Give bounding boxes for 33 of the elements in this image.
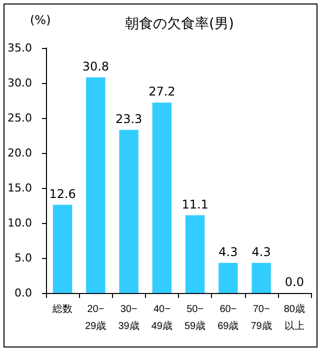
bar — [252, 262, 271, 293]
bar — [185, 215, 205, 293]
data-label: 0.0 — [284, 275, 304, 289]
bar — [119, 130, 138, 293]
x-tick-label: 40−49歳 — [151, 304, 172, 332]
data-label: 4.3 — [218, 244, 238, 259]
y-tick-label: 35.0 — [8, 42, 32, 54]
data-label: 27.2 — [148, 84, 176, 99]
y-tick-label: 5.0 — [14, 252, 32, 264]
x-tick-label: 総数 — [52, 303, 73, 315]
x-tick-label: 30−39歳 — [118, 304, 140, 332]
y-tick-label: 20.0 — [8, 146, 32, 160]
y-tick-label: 10.0 — [8, 216, 32, 230]
bar — [218, 262, 238, 293]
bar — [86, 77, 106, 293]
y-tick-label: 30.0 — [8, 76, 32, 90]
data-label: 23.3 — [115, 112, 142, 126]
x-tick-label: 20−29歳 — [85, 304, 106, 332]
data-label: 11.1 — [182, 197, 208, 212]
x-tick-label: 80歳以上 — [284, 303, 305, 332]
chart-title: 朝食の欠食率(男) — [125, 16, 234, 32]
x-tick-label: 70−79歳 — [250, 304, 272, 332]
y-axis-title: (%) — [30, 13, 51, 27]
data-label: 12.6 — [49, 186, 76, 201]
y-tick-label: 0.0 — [14, 286, 32, 300]
data-label: 4.3 — [252, 244, 271, 259]
x-tick-label: 50−59歳 — [184, 304, 206, 332]
data-label: 30.8 — [82, 59, 110, 74]
y-tick-label: 15.0 — [8, 182, 32, 194]
x-tick-label: 60−69歳 — [218, 304, 239, 332]
y-tick-label: 25.0 — [8, 112, 32, 124]
bar — [152, 102, 172, 293]
bar — [52, 204, 72, 293]
